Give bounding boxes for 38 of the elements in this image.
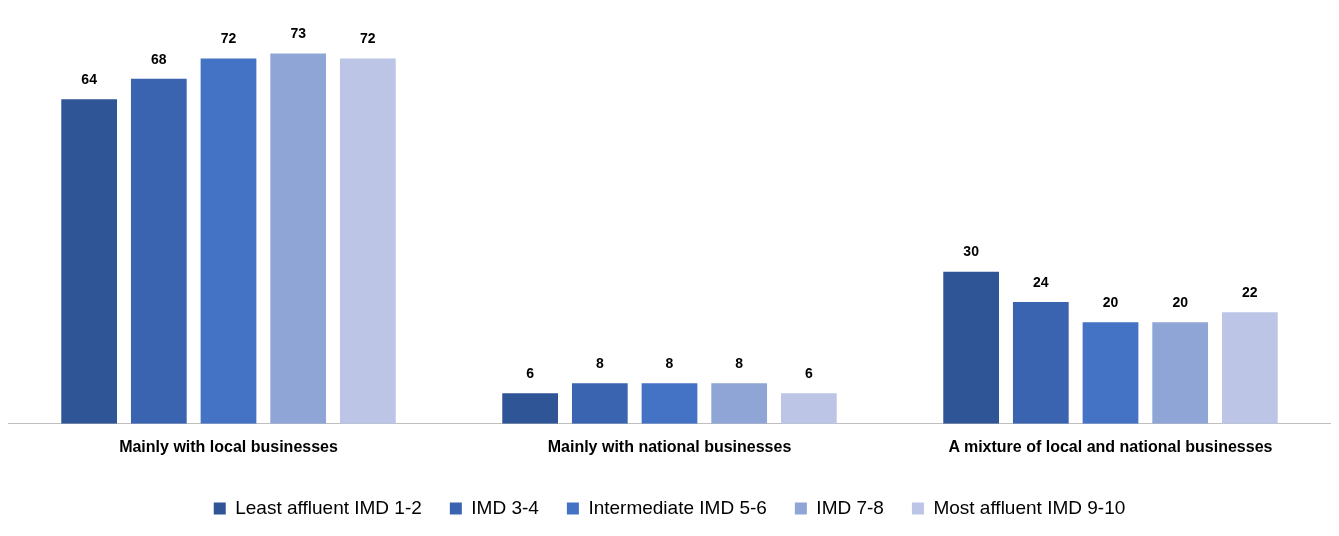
- x-tick-label: A mixture of local and national businesses: [948, 437, 1273, 455]
- bar: [1082, 322, 1139, 424]
- bar: [1221, 312, 1278, 424]
- data-label: 64: [81, 71, 98, 88]
- data-label: 20: [1172, 294, 1189, 311]
- legend-label: Least affluent IMD 1-2: [235, 496, 422, 518]
- bar: [339, 58, 396, 424]
- x-tick-label: Mainly with national businesses: [547, 437, 792, 455]
- data-label: 72: [360, 30, 376, 47]
- bar: [780, 393, 837, 424]
- data-label: 8: [735, 355, 744, 372]
- data-label: 68: [151, 50, 167, 67]
- legend-label: Most affluent IMD 9-10: [933, 496, 1126, 518]
- bar: [571, 383, 628, 424]
- data-label: 22: [1242, 284, 1258, 301]
- data-label: 73: [290, 25, 307, 42]
- bar: [711, 383, 768, 424]
- data-label: 6: [526, 365, 535, 382]
- data-label: 30: [963, 243, 980, 260]
- bar: [61, 99, 118, 424]
- data-label: 24: [1033, 273, 1049, 290]
- bar: [270, 53, 327, 424]
- bar: [200, 58, 257, 424]
- legend-label: Intermediate IMD 5-6: [588, 496, 767, 518]
- data-label: 20: [1102, 294, 1119, 311]
- bar: [130, 78, 187, 424]
- data-label: 72: [220, 30, 237, 47]
- legend-label: IMD 7-8: [816, 496, 884, 518]
- legend-label: IMD 3-4: [471, 496, 540, 518]
- bar: [1012, 302, 1069, 424]
- x-tick-label: Mainly with local businesses: [119, 437, 338, 455]
- bar: [1152, 322, 1209, 424]
- data-label: 8: [665, 355, 674, 372]
- data-label: 8: [595, 355, 604, 372]
- data-label: 6: [804, 365, 813, 382]
- bar: [502, 393, 559, 424]
- bar: [641, 383, 698, 424]
- bar: [943, 271, 1000, 424]
